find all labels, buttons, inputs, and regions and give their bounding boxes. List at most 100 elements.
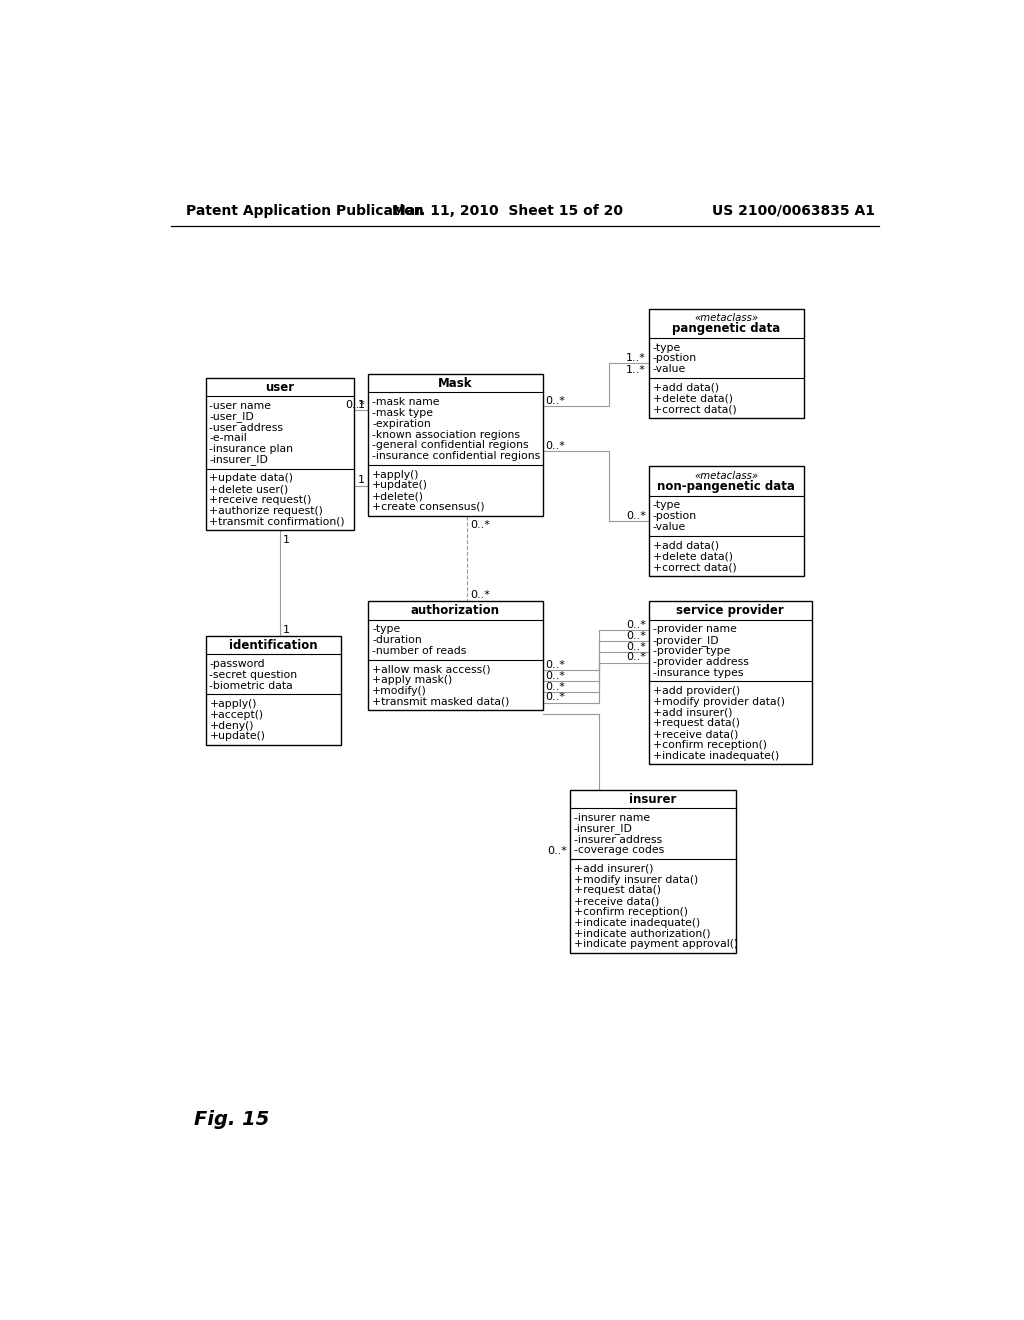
Text: non-pangenetic data: non-pangenetic data bbox=[657, 480, 796, 492]
Text: -provider_ID: -provider_ID bbox=[652, 635, 719, 645]
Bar bbox=[206, 636, 341, 744]
Text: +delete user(): +delete user() bbox=[209, 484, 289, 494]
Text: 0..*: 0..* bbox=[546, 396, 565, 407]
Text: -insurer name: -insurer name bbox=[573, 813, 650, 824]
Text: -type: -type bbox=[652, 500, 681, 511]
Text: -user_ID: -user_ID bbox=[209, 412, 254, 422]
Text: authorization: authorization bbox=[411, 603, 500, 616]
Text: Fig. 15: Fig. 15 bbox=[194, 1110, 269, 1129]
Text: 0..*: 0..* bbox=[470, 520, 490, 529]
Text: +transmit confirmation(): +transmit confirmation() bbox=[209, 516, 345, 527]
Text: -biometric data: -biometric data bbox=[209, 681, 293, 690]
Text: +apply(): +apply() bbox=[209, 700, 257, 709]
Text: -insurer_ID: -insurer_ID bbox=[209, 454, 268, 466]
Text: +indicate inadequate(): +indicate inadequate() bbox=[652, 751, 779, 760]
Text: +receive request(): +receive request() bbox=[209, 495, 311, 506]
Text: +modify provider data(): +modify provider data() bbox=[652, 697, 784, 706]
Text: 0..*: 0..* bbox=[470, 590, 490, 601]
Text: -value: -value bbox=[652, 521, 686, 532]
Text: 0..*: 0..* bbox=[546, 660, 565, 671]
Text: -user address: -user address bbox=[209, 422, 284, 433]
Text: +apply(): +apply() bbox=[372, 470, 420, 479]
Text: -mask name: -mask name bbox=[372, 397, 439, 408]
Text: 1..*: 1..* bbox=[626, 366, 646, 375]
Text: -insurer_ID: -insurer_ID bbox=[573, 824, 633, 834]
Text: -type: -type bbox=[652, 343, 681, 352]
Text: 0..*: 0..* bbox=[626, 631, 646, 640]
Text: -insurance types: -insurance types bbox=[652, 668, 743, 677]
Text: +receive data(): +receive data() bbox=[652, 729, 738, 739]
Text: 0..*: 0..* bbox=[626, 620, 646, 630]
Text: +add data(): +add data() bbox=[652, 540, 719, 550]
Text: -value: -value bbox=[652, 364, 686, 374]
Text: +modify insurer data(): +modify insurer data() bbox=[573, 875, 698, 884]
Text: US 2100/0063835 A1: US 2100/0063835 A1 bbox=[712, 203, 876, 218]
Text: +correct data(): +correct data() bbox=[652, 404, 736, 414]
Bar bbox=[649, 601, 812, 764]
Text: -password: -password bbox=[209, 659, 265, 669]
Text: +indicate payment approval(): +indicate payment approval() bbox=[573, 940, 737, 949]
Text: +delete data(): +delete data() bbox=[652, 393, 733, 404]
Text: 0..*: 0..* bbox=[626, 652, 646, 663]
Text: 0..*: 0..* bbox=[546, 441, 565, 450]
Text: +indicate authorization(): +indicate authorization() bbox=[573, 928, 711, 939]
Text: -mask type: -mask type bbox=[372, 408, 433, 418]
Text: +modify(): +modify() bbox=[372, 686, 427, 696]
Text: +accept(): +accept() bbox=[209, 710, 263, 719]
Text: +receive data(): +receive data() bbox=[573, 896, 659, 907]
Text: -type: -type bbox=[372, 624, 400, 635]
Text: -postion: -postion bbox=[652, 511, 696, 521]
Text: +authorize request(): +authorize request() bbox=[209, 506, 324, 516]
Text: +confirm reception(): +confirm reception() bbox=[573, 907, 688, 917]
Text: -e-mail: -e-mail bbox=[209, 433, 247, 444]
Text: +indicate inadequate(): +indicate inadequate() bbox=[573, 917, 699, 928]
Text: +add insurer(): +add insurer() bbox=[573, 863, 653, 874]
Text: -known association regions: -known association regions bbox=[372, 429, 520, 440]
Text: -expiration: -expiration bbox=[372, 418, 431, 429]
Text: -secret question: -secret question bbox=[209, 669, 298, 680]
Text: 0..*: 0..* bbox=[547, 846, 566, 855]
Text: +create consensus(): +create consensus() bbox=[372, 502, 484, 512]
Text: user: user bbox=[265, 380, 295, 393]
Text: -insurer address: -insurer address bbox=[573, 834, 662, 845]
Text: +transmit masked data(): +transmit masked data() bbox=[372, 697, 510, 706]
Text: +update(): +update() bbox=[209, 731, 265, 742]
Text: +correct data(): +correct data() bbox=[652, 562, 736, 572]
Text: 1: 1 bbox=[357, 400, 365, 409]
Text: 0..*: 0..* bbox=[546, 671, 565, 681]
Text: -duration: -duration bbox=[372, 635, 422, 645]
Text: -coverage codes: -coverage codes bbox=[573, 845, 664, 855]
Text: +add insurer(): +add insurer() bbox=[652, 708, 732, 718]
Text: +request data(): +request data() bbox=[573, 886, 660, 895]
Text: identification: identification bbox=[229, 639, 317, 652]
Text: 0..*: 0..* bbox=[546, 693, 565, 702]
Text: 0..*: 0..* bbox=[626, 511, 646, 520]
Text: -general confidential regions: -general confidential regions bbox=[372, 441, 528, 450]
Text: 0..*: 0..* bbox=[345, 400, 366, 409]
Text: -provider address: -provider address bbox=[652, 657, 749, 667]
Bar bbox=[369, 374, 543, 516]
Text: 1..*: 1..* bbox=[626, 352, 646, 363]
Bar bbox=[206, 378, 354, 531]
Text: 0..*: 0..* bbox=[626, 642, 646, 652]
Bar bbox=[369, 601, 543, 710]
Text: Patent Application Publication: Patent Application Publication bbox=[186, 203, 424, 218]
Text: Mar. 11, 2010  Sheet 15 of 20: Mar. 11, 2010 Sheet 15 of 20 bbox=[392, 203, 624, 218]
Text: -insurance plan: -insurance plan bbox=[209, 445, 293, 454]
Text: Mask: Mask bbox=[438, 376, 473, 389]
Text: -insurance confidential regions: -insurance confidential regions bbox=[372, 451, 541, 461]
Text: pangenetic data: pangenetic data bbox=[672, 322, 780, 335]
Bar bbox=[649, 466, 804, 576]
Bar bbox=[649, 309, 804, 418]
Text: +update data(): +update data() bbox=[209, 474, 293, 483]
Text: -user name: -user name bbox=[209, 401, 271, 411]
Text: 1: 1 bbox=[283, 535, 290, 545]
Text: -number of reads: -number of reads bbox=[372, 645, 467, 656]
Bar bbox=[569, 789, 736, 953]
Text: +add data(): +add data() bbox=[652, 383, 719, 392]
Text: +update(): +update() bbox=[372, 480, 428, 491]
Text: -provider name: -provider name bbox=[652, 624, 736, 635]
Text: 1: 1 bbox=[357, 475, 365, 486]
Text: 0..*: 0..* bbox=[546, 681, 565, 692]
Text: +request data(): +request data() bbox=[652, 718, 739, 729]
